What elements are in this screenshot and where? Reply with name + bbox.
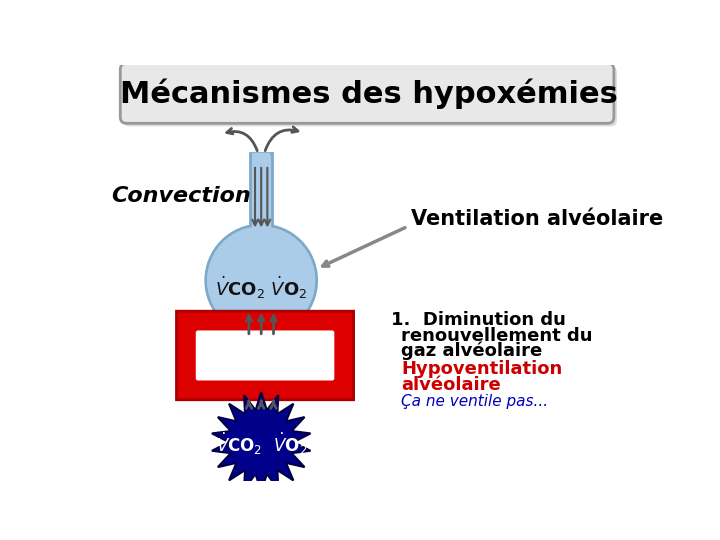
- Text: alvéolaire: alvéolaire: [401, 376, 501, 394]
- Circle shape: [207, 226, 315, 334]
- Text: Ventilation alvéolaire: Ventilation alvéolaire: [411, 209, 664, 229]
- Circle shape: [207, 226, 315, 334]
- FancyBboxPatch shape: [120, 63, 614, 123]
- FancyBboxPatch shape: [196, 330, 334, 381]
- Text: 1.  Diminution du: 1. Diminution du: [390, 311, 565, 329]
- Text: Convection: Convection: [111, 186, 251, 206]
- FancyBboxPatch shape: [123, 66, 617, 126]
- Text: renouvellement du: renouvellement du: [401, 327, 593, 345]
- Circle shape: [206, 225, 317, 336]
- Polygon shape: [212, 392, 310, 492]
- Text: Ça ne ventile pas...: Ça ne ventile pas...: [401, 394, 549, 409]
- Ellipse shape: [241, 230, 282, 247]
- Bar: [252, 153, 271, 234]
- Text: $\dot{V}$CO$_2$  $\dot{V}$O$_2$: $\dot{V}$CO$_2$ $\dot{V}$O$_2$: [215, 430, 307, 457]
- Bar: [252, 153, 271, 242]
- Text: $\dot{V}$CO$_2$ $\dot{V}$O$_2$: $\dot{V}$CO$_2$ $\dot{V}$O$_2$: [215, 275, 307, 301]
- FancyBboxPatch shape: [176, 311, 354, 400]
- Text: Hypoventilation: Hypoventilation: [401, 361, 562, 379]
- Text: gaz alvéolaire: gaz alvéolaire: [401, 342, 543, 361]
- Bar: [251, 153, 272, 242]
- Text: Mécanismes des hypoxémies: Mécanismes des hypoxémies: [120, 79, 618, 109]
